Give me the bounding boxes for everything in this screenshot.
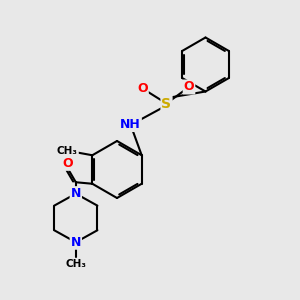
Text: N: N (70, 236, 81, 249)
Text: O: O (62, 157, 73, 170)
Text: S: S (161, 97, 172, 110)
Text: CH₃: CH₃ (57, 146, 78, 156)
Text: O: O (137, 82, 148, 95)
Text: NH: NH (120, 118, 141, 131)
Text: O: O (184, 80, 194, 94)
Text: CH₃: CH₃ (65, 259, 86, 269)
Text: N: N (70, 187, 81, 200)
